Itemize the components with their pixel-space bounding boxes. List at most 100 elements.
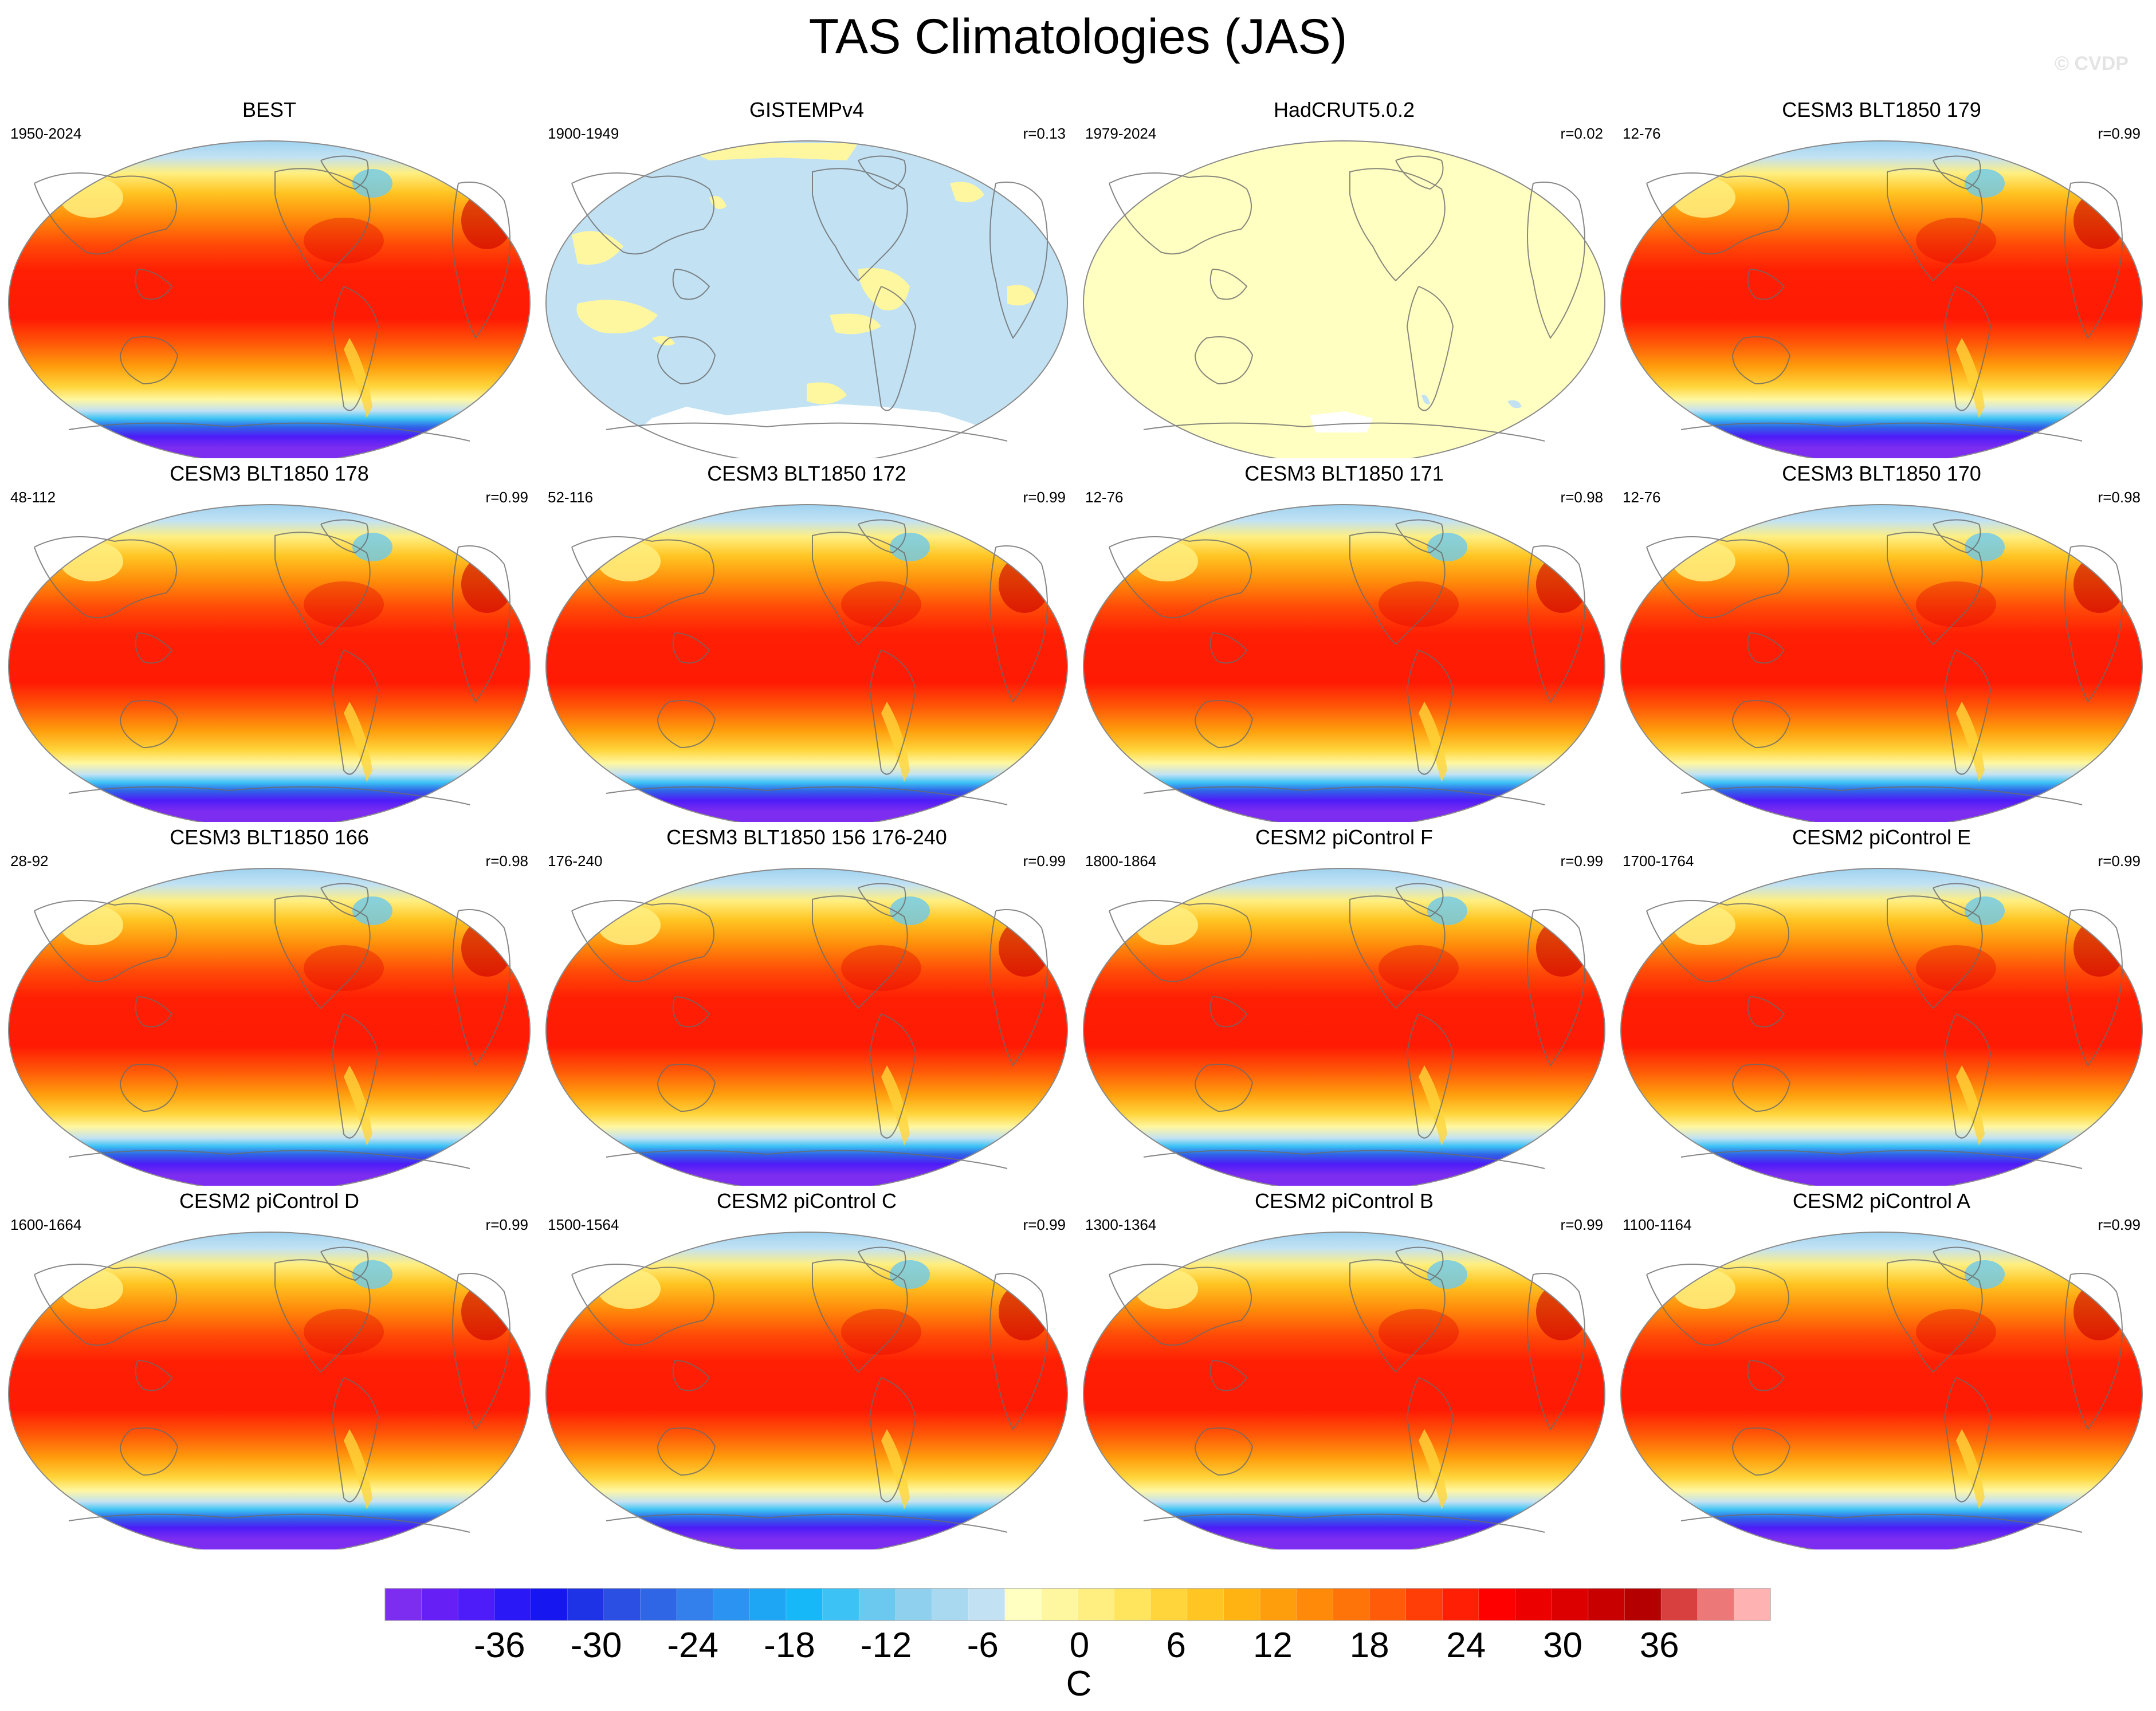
colorbar-swatch: [640, 1588, 677, 1620]
map-panel: GISTEMPv4 1900-1949 r=0.13: [537, 97, 1076, 458]
temperature-field: [1083, 1232, 1605, 1549]
figure-title: TAS Climatologies (JAS): [808, 9, 1348, 64]
panel-period: 12-76: [1085, 489, 1124, 506]
map-plot: [545, 504, 1068, 822]
colorbar-tick-label: 6: [1166, 1626, 1185, 1665]
panel-period: 1979-2024: [1085, 125, 1157, 142]
coastlines: [1646, 155, 2123, 442]
map-boundary: [8, 140, 531, 458]
temperature-field: [1083, 141, 1605, 458]
temperature-field: [9, 1232, 530, 1549]
colorbar-swatch: [1588, 1588, 1625, 1620]
colorbar-tick-label: 18: [1350, 1626, 1389, 1665]
panel-title: BEST: [242, 98, 297, 121]
coastlines: [571, 155, 1048, 442]
panel-correlation: r=0.99: [1023, 1216, 1066, 1233]
colorbar-swatch: [1296, 1588, 1333, 1620]
colorbar-units: C: [1066, 1664, 1092, 1704]
coastlines: [1109, 1246, 1585, 1533]
coastlines: [1109, 883, 1585, 1169]
colorbar-swatch: [786, 1588, 823, 1620]
map-panel: CESM2 piControl C 1500-1564 r=0.99: [537, 1189, 1076, 1549]
colorbar-swatch: [859, 1588, 896, 1620]
colorbar-swatch: [749, 1588, 787, 1620]
panel-title: CESM3 BLT1850 166: [170, 825, 369, 849]
map-boundary: [545, 504, 1068, 822]
panel-title: CESM2 piControl F: [1255, 825, 1434, 849]
colorbar-swatch: [385, 1588, 422, 1620]
panel-correlation: r=0.98: [485, 852, 528, 870]
colorbar-tick-label: -24: [667, 1626, 718, 1665]
coastlines: [34, 1246, 510, 1533]
panel-correlation: r=0.99: [485, 489, 528, 506]
colorbar-swatch: [713, 1588, 750, 1620]
panel-title: GISTEMPv4: [749, 98, 865, 121]
map-plot: [1083, 1232, 1605, 1549]
colorbar-frame: [384, 1588, 1771, 1621]
map-plot: [545, 868, 1068, 1186]
coastlines: [571, 519, 1048, 805]
panel-correlation: r=0.13: [1023, 125, 1066, 142]
map-panel: CESM2 piControl F 1800-1864 r=0.99: [1075, 825, 1613, 1186]
colorbar-swatch: [458, 1588, 495, 1620]
colorbar-swatch: [1552, 1588, 1589, 1620]
panel-period: 48-112: [10, 489, 56, 506]
copyright-watermark: © CVDP: [2055, 53, 2128, 74]
map-boundary: [8, 1232, 531, 1549]
colorbar-swatch: [1697, 1588, 1734, 1620]
panel-title: CESM3 BLT1850 179: [1782, 98, 1981, 121]
colorbar-tick-label: -30: [571, 1626, 622, 1665]
map-panel: CESM3 BLT1850 178 48-112 r=0.99: [0, 461, 539, 822]
temperature-field: [546, 505, 1067, 822]
panel-correlation: r=0.98: [1560, 489, 1603, 506]
panel-correlation: r=0.99: [2098, 852, 2141, 870]
colorbar-swatch: [1041, 1588, 1078, 1620]
panel-title: CESM3 BLT1850 178: [170, 462, 369, 485]
colorbar-swatch: [1223, 1588, 1260, 1620]
panel-title: CESM3 BLT1850 171: [1244, 462, 1444, 485]
map-boundary: [8, 504, 531, 822]
map-panel: CESM2 piControl D 1600-1664 r=0.99: [0, 1189, 539, 1549]
map-plot: [8, 504, 531, 822]
colorbar-swatch: [603, 1588, 641, 1620]
coastlines: [34, 519, 510, 805]
colorbar-swatch: [1478, 1588, 1516, 1620]
coastlines: [1109, 155, 1585, 442]
map-boundary: [545, 140, 1068, 458]
colorbar-swatch: [1734, 1588, 1771, 1620]
panel-title: CESM2 piControl D: [179, 1189, 360, 1213]
colorbar-tick-label: -18: [764, 1626, 815, 1665]
panel-correlation: r=0.99: [1023, 489, 1066, 506]
colorbar-swatch: [1114, 1588, 1151, 1620]
map-plot: [1620, 1232, 2143, 1549]
panel-period: 1950-2024: [10, 125, 82, 142]
colorbar-swatch: [1078, 1588, 1115, 1620]
colorbar-swatch: [1661, 1588, 1698, 1620]
temperature-field: [9, 868, 530, 1186]
map-panel: CESM3 BLT1850 179 12-76 r=0.99: [1612, 97, 2151, 458]
panel-period: 12-76: [1623, 125, 1661, 142]
coastlines: [1646, 519, 2123, 805]
panel-period: 28-92: [10, 852, 49, 870]
colorbar-swatch: [1442, 1588, 1479, 1620]
map-boundary: [8, 868, 531, 1186]
panel-title: CESM2 piControl A: [1792, 1189, 1971, 1213]
colorbar-tick-label: -6: [967, 1626, 999, 1665]
temperature-field: [546, 1232, 1067, 1549]
panel-correlation: r=0.02: [1560, 125, 1603, 142]
colorbar-swatch: [567, 1588, 604, 1620]
temperature-field: [1083, 868, 1605, 1186]
map-boundary: [1620, 140, 2143, 458]
panel-title: CESM3 BLT1850 170: [1782, 462, 1981, 485]
colorbar-tick-label: 24: [1446, 1626, 1486, 1665]
map-panel: CESM3 BLT1850 172 52-116 r=0.99: [537, 461, 1076, 822]
colorbar-swatch: [1260, 1588, 1297, 1620]
panel-period: 52-116: [548, 489, 594, 506]
panel-correlation: r=0.99: [2098, 125, 2141, 142]
panel-period: 1100-1164: [1623, 1216, 1692, 1233]
map-plot: [8, 1232, 531, 1549]
map-boundary: [1083, 1232, 1605, 1549]
map-panel: BEST 1950-2024: [0, 97, 539, 458]
map-plot: [1620, 504, 2143, 822]
panel-title: CESM2 piControl E: [1792, 825, 1972, 849]
